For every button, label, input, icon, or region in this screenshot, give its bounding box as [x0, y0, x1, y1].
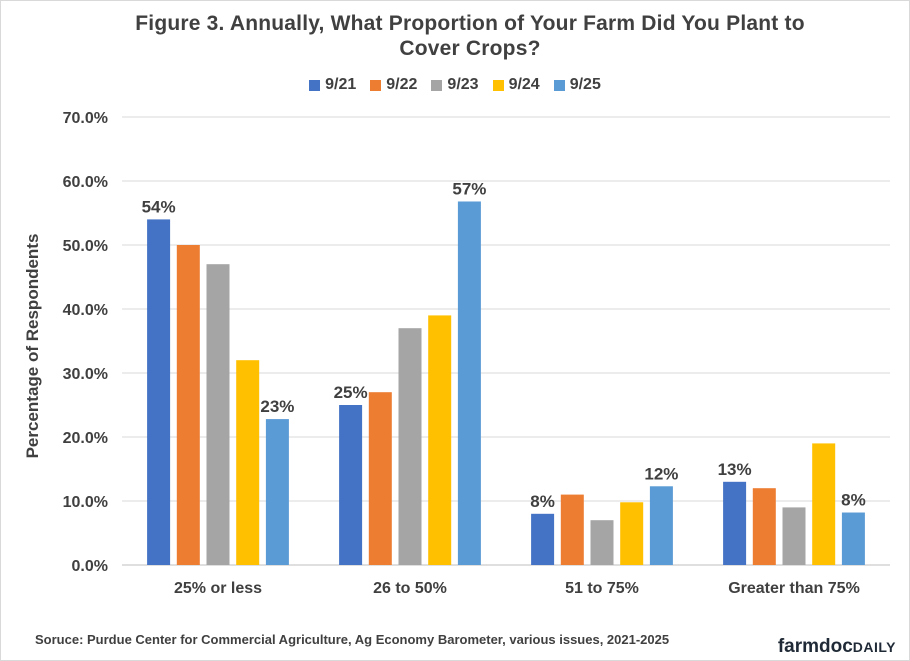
bar: [560, 494, 584, 565]
legend-item: 9/23: [431, 76, 479, 94]
category-label: 26 to 50%: [373, 580, 447, 597]
legend-item: 9/24: [492, 76, 540, 94]
bar: [752, 488, 776, 565]
legend-item: 9/25: [553, 76, 601, 94]
bar: [620, 502, 644, 565]
category-label: Greater than 75%: [728, 580, 860, 597]
legend-swatch: [553, 79, 565, 91]
bar: [723, 481, 747, 565]
legend-item: 9/21: [309, 76, 356, 94]
data-label: 23%: [260, 397, 294, 416]
bar: [339, 405, 363, 565]
bar: [531, 513, 555, 565]
data-label: 8%: [530, 492, 555, 511]
legend-label: 9/21: [325, 76, 357, 93]
bar: [265, 419, 289, 565]
chart-title-line-1: Figure 3. Annually, What Proportion of Y…: [135, 12, 805, 35]
bar: [206, 264, 230, 565]
bar: [590, 520, 614, 565]
bar: [457, 201, 481, 566]
data-label: 8%: [841, 491, 866, 510]
data-label: 54%: [142, 197, 176, 216]
legend-label: 9/25: [569, 76, 601, 93]
legend-label: 9/23: [447, 76, 479, 93]
legend-swatch: [370, 79, 382, 91]
bar: [236, 360, 260, 565]
bar: [147, 219, 171, 565]
bar: [176, 245, 200, 565]
bar: [649, 486, 673, 565]
source-note: Soruce: Purdue Center for Commercial Agr…: [35, 632, 670, 647]
data-label: 25%: [334, 383, 368, 402]
bar: [368, 392, 392, 565]
y-tick-label: 0.0%: [72, 558, 108, 575]
y-tick-label: 70.0%: [63, 110, 108, 127]
bar: [782, 507, 806, 565]
y-tick-label: 30.0%: [63, 366, 108, 383]
chart-title-line-2: Cover Crops?: [399, 37, 541, 60]
y-tick-label: 40.0%: [63, 302, 108, 319]
bar: [428, 315, 452, 565]
legend-swatch: [431, 79, 443, 91]
y-axis-label: Percentage of Respondents: [23, 234, 42, 459]
bar: [398, 328, 422, 565]
y-tick-label: 20.0%: [63, 430, 108, 447]
data-label: 57%: [452, 179, 486, 198]
data-label: 12%: [644, 464, 678, 483]
bar: [812, 443, 836, 565]
bar: [841, 512, 865, 565]
chart-legend: 9/21 9/22 9/23 9/24 9/25: [0, 76, 910, 94]
legend-swatch: [492, 79, 504, 91]
legend-item: 9/22: [370, 76, 417, 94]
y-tick-label: 10.0%: [63, 494, 108, 511]
y-tick-label: 50.0%: [63, 238, 108, 255]
category-label: 51 to 75%: [565, 580, 639, 597]
data-label: 13%: [718, 460, 752, 479]
legend-label: 9/22: [386, 76, 418, 93]
legend-swatch: [309, 79, 321, 91]
category-label: 25% or less: [174, 580, 262, 597]
legend-label: 9/24: [508, 76, 540, 93]
y-tick-label: 60.0%: [63, 174, 108, 191]
farmdoc-daily-logo: farmdocDAILY: [777, 636, 896, 657]
